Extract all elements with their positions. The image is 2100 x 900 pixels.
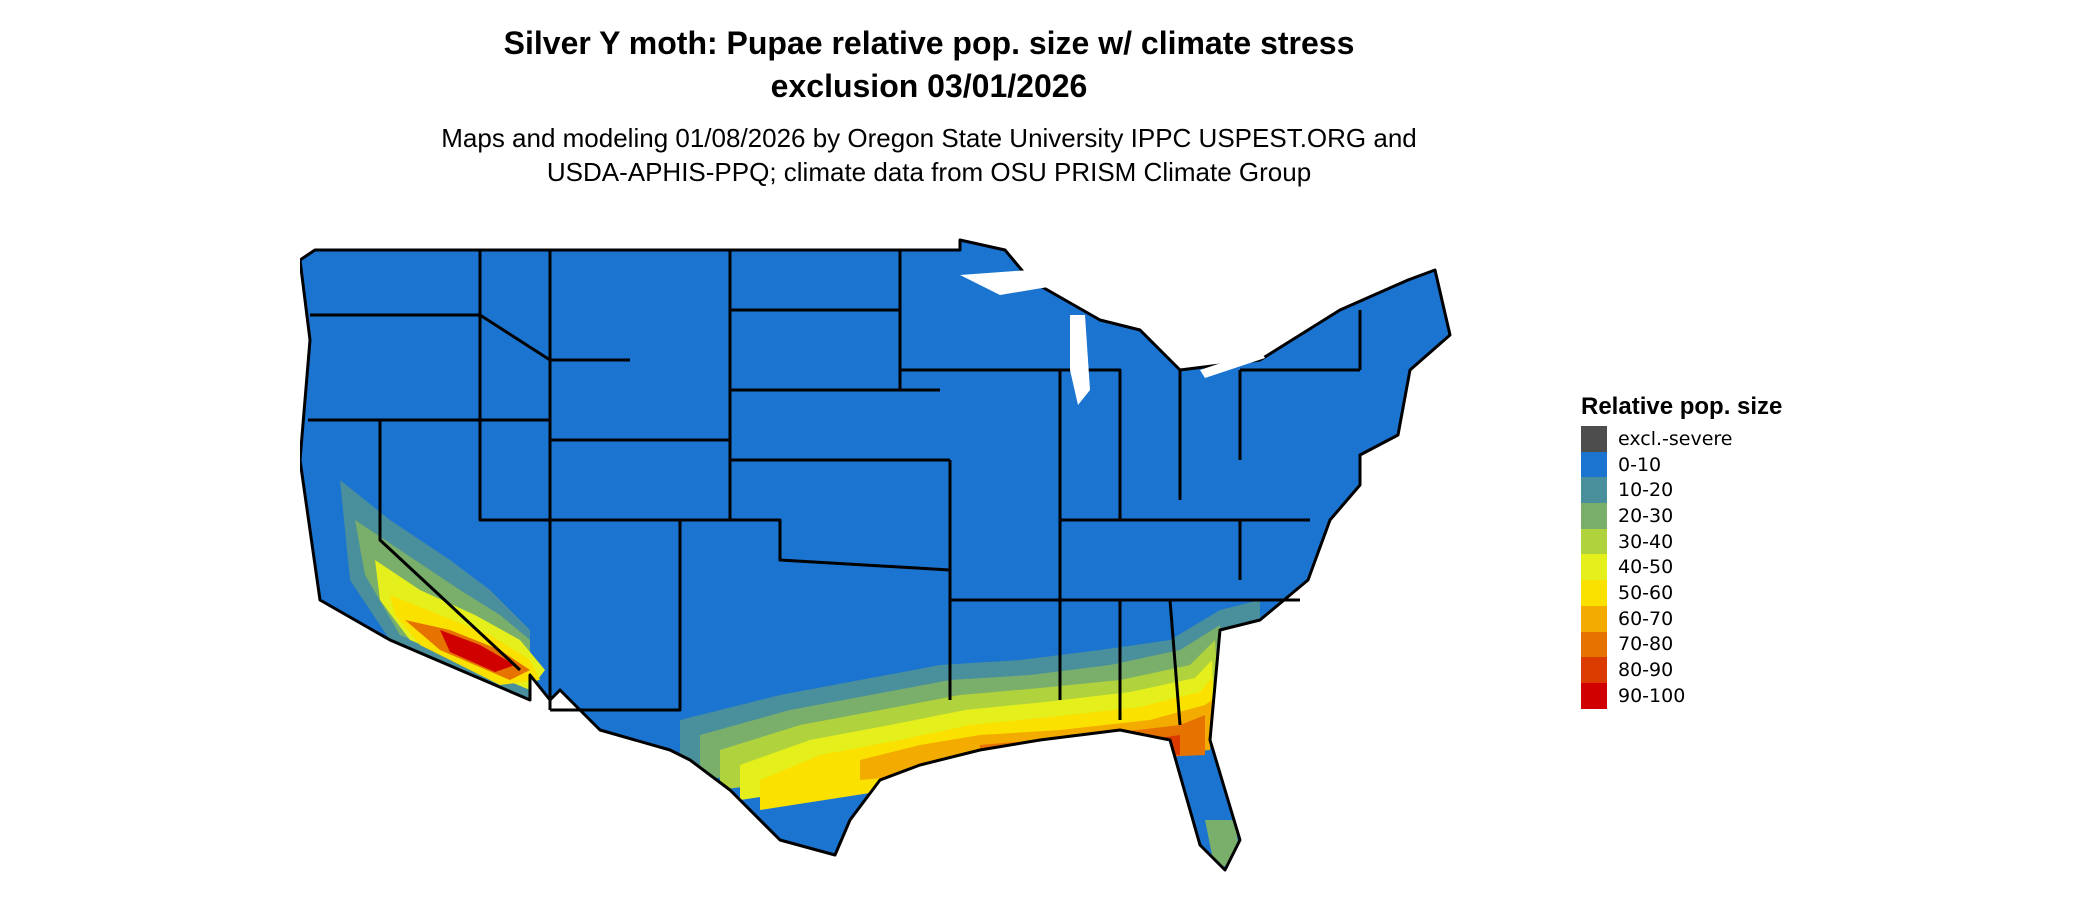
legend-swatch [1581, 554, 1607, 581]
legend-swatch [1581, 528, 1607, 555]
map-title-line-1: Silver Y moth: Pupae relative pop. size … [503, 25, 1355, 61]
legend-item: 20-30 [1581, 503, 1782, 529]
map-subtitle: Maps and modeling 01/08/2026 by Oregon S… [0, 121, 1858, 189]
legend-swatch [1581, 451, 1607, 478]
border-ok-tx [680, 518, 951, 572]
legend-items: excl.-severe 0-10 10-20 20-30 30-40 40-5… [1581, 426, 1782, 709]
lake-michigan [1070, 315, 1090, 405]
us-map [300, 238, 1452, 872]
legend-item: 50-60 [1581, 580, 1782, 606]
great-lakes [960, 270, 1265, 405]
legend-label: 30-40 [1618, 530, 1674, 553]
legend-item: 70-80 [1581, 631, 1782, 658]
legend-item: excl.-severe [1581, 426, 1782, 452]
lake-erie [1200, 350, 1265, 378]
legend-swatch [1581, 631, 1607, 658]
border-wy-co [548, 360, 730, 442]
map-subtitle-line-2: USDA-APHIS-PPQ; climate data from OSU PR… [546, 157, 1312, 187]
legend-label: 10-20 [1618, 479, 1674, 502]
legend-item: 0-10 [1581, 451, 1782, 478]
legend-item: 40-50 [1581, 554, 1782, 581]
map-subtitle-line-1: Maps and modeling 01/08/2026 by Oregon S… [441, 123, 1417, 153]
legend-swatch [1581, 503, 1607, 529]
legend-swatch [1581, 605, 1607, 632]
legend-swatch [1581, 657, 1607, 683]
lake-superior [960, 270, 1060, 295]
legend-swatch [1581, 477, 1607, 504]
legend-label: 50-60 [1618, 581, 1674, 604]
legend-label: 0-10 [1618, 453, 1662, 476]
legend-item: 10-20 [1581, 477, 1782, 504]
legend-label: 20-30 [1618, 504, 1674, 527]
border-ca-nv [378, 420, 522, 672]
border-al-ga [1168, 599, 1182, 726]
border-nm-tx [550, 520, 682, 712]
legend-label: 70-80 [1618, 633, 1674, 656]
legend-label: excl.-severe [1618, 427, 1733, 450]
legend-label: 60-70 [1618, 607, 1674, 630]
map-title: Silver Y moth: Pupae relative pop. size … [0, 22, 1858, 108]
map-title-line-2: exclusion 03/01/2026 [770, 68, 1088, 104]
legend-item: 30-40 [1581, 528, 1782, 555]
legend-label: 80-90 [1618, 659, 1674, 682]
heat-zone-southwest-90-100 [440, 630, 515, 672]
legend: Relative pop. size excl.-severe 0-10 10-… [1581, 392, 1782, 709]
legend-item: 90-100 [1581, 682, 1782, 709]
legend-item: 80-90 [1581, 657, 1782, 683]
legend-label: 40-50 [1618, 556, 1674, 579]
legend-swatch [1581, 580, 1607, 606]
legend-label: 90-100 [1618, 684, 1686, 707]
legend-item: 60-70 [1581, 605, 1782, 632]
legend-swatch [1581, 426, 1607, 452]
legend-title: Relative pop. size [1581, 393, 1783, 420]
legend-swatch [1581, 682, 1607, 709]
